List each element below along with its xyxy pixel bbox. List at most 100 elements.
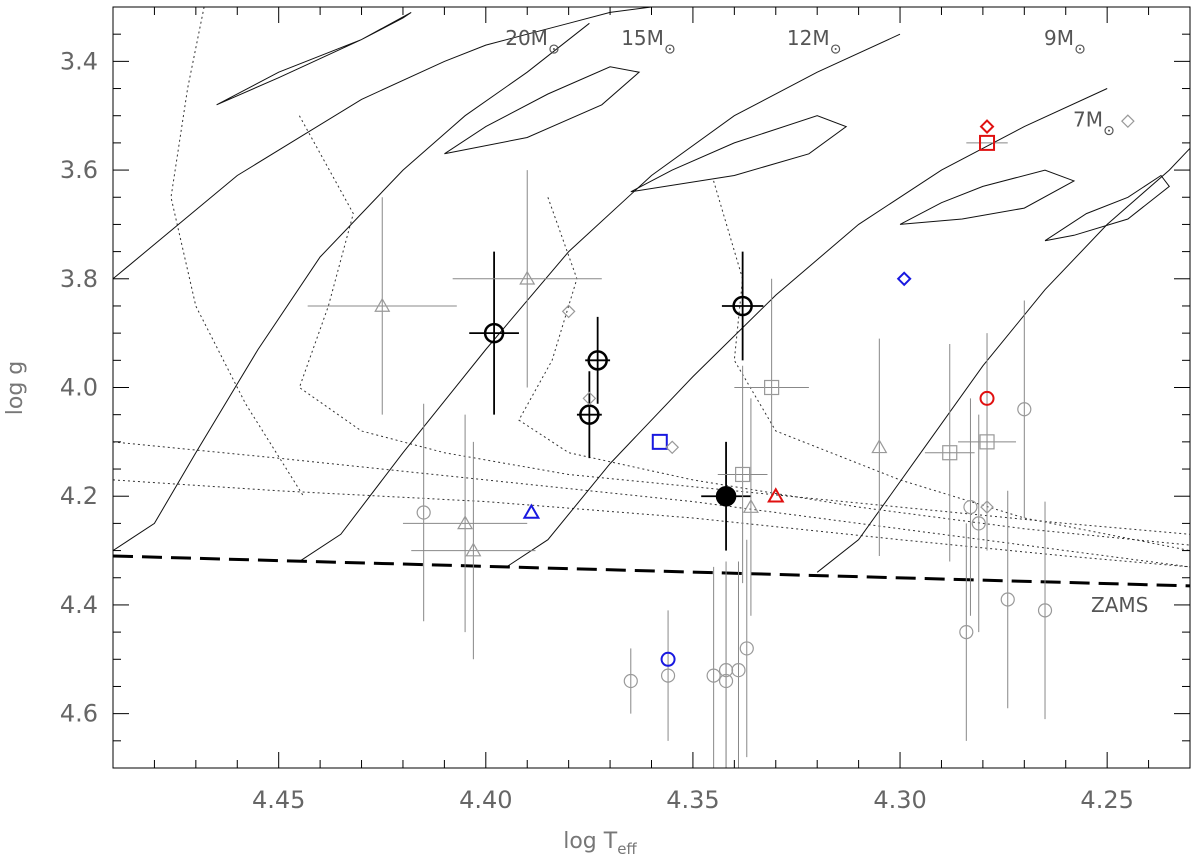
circle-marker xyxy=(660,651,676,667)
mass-label-group: 9M xyxy=(1044,26,1085,54)
circle-marker xyxy=(718,673,734,689)
sun-symbol-dot xyxy=(834,48,837,51)
track-loop xyxy=(630,115,848,193)
diamond-marker xyxy=(979,119,995,134)
circle-marker xyxy=(739,641,754,656)
diamond-marker xyxy=(1121,114,1135,128)
x-axis-label: log Teff xyxy=(563,829,637,858)
isochrone-line xyxy=(518,197,1190,546)
y-tick-label: 4.4 xyxy=(60,591,98,619)
circle-marker xyxy=(731,663,746,678)
square-marker xyxy=(735,466,751,483)
diamond-marker xyxy=(980,500,994,514)
track-line xyxy=(816,147,1190,573)
triangle-marker xyxy=(465,542,482,557)
tick-labels: 4.45 4.40 4.35 4.30 4.25 3.4 3.6 3.8 4.0 4.2 4.4 4.… xyxy=(60,47,1134,814)
triangle-marker xyxy=(457,515,474,530)
zams-group xyxy=(113,554,1190,588)
circle-marker xyxy=(483,322,505,344)
isochrone-line xyxy=(113,479,1190,568)
sun-symbol-icon xyxy=(831,44,841,54)
sun-symbol-icon xyxy=(1104,125,1114,136)
diamond-marker xyxy=(561,304,576,319)
circle-marker xyxy=(706,668,721,683)
y-tick-label: 4.6 xyxy=(60,700,98,728)
mass-label-group: 20M xyxy=(505,26,559,54)
circle-marker xyxy=(1000,592,1015,607)
plot-frame xyxy=(112,6,1191,769)
mass-label-group: 15M xyxy=(621,26,675,54)
x-axis-label-main: log T xyxy=(563,829,618,854)
triangle-marker xyxy=(519,270,536,285)
track-loop xyxy=(1044,174,1170,242)
triangle-marker xyxy=(742,498,759,513)
sun-symbol-dot xyxy=(1079,48,1082,51)
circle-marker xyxy=(1037,603,1053,618)
triangle-marker xyxy=(374,297,391,312)
square-marker xyxy=(764,379,780,396)
square-marker xyxy=(942,445,958,461)
track-loop xyxy=(216,11,412,106)
y-tick-label: 4.2 xyxy=(60,482,98,510)
zams-line xyxy=(113,554,1190,588)
circle-marker xyxy=(959,625,974,640)
diamond-marker xyxy=(896,271,912,287)
x-tick-label: 4.40 xyxy=(459,786,512,814)
circle-marker xyxy=(971,516,986,531)
sun-symbol-dot xyxy=(668,48,671,51)
mass-label: 12M xyxy=(787,26,830,50)
square-marker xyxy=(979,134,996,151)
error-bars xyxy=(307,142,1046,768)
track-line xyxy=(113,22,590,552)
square-marker xyxy=(651,433,668,450)
evolutionary-tracks xyxy=(113,7,1190,573)
circle-marker xyxy=(715,485,737,507)
circle-marker xyxy=(623,673,638,689)
sun-symbol-icon xyxy=(549,44,559,54)
mass-label: 9M xyxy=(1044,26,1074,50)
zams-label: ZAMS xyxy=(1091,593,1148,617)
isochrone-line xyxy=(713,180,1190,552)
track-line xyxy=(506,88,1108,568)
mass-label: 20M xyxy=(505,26,548,50)
y-axis-label: log g xyxy=(3,361,28,416)
y-tick-label: 3.6 xyxy=(60,156,98,184)
y-tick-label: 3.8 xyxy=(60,265,98,293)
y-tick-label: 4.0 xyxy=(60,374,98,402)
circle-marker xyxy=(587,350,608,371)
circle-marker xyxy=(963,499,978,515)
x-tick-label: 4.35 xyxy=(666,786,719,814)
circle-marker xyxy=(979,390,995,406)
data-points xyxy=(374,114,1135,689)
circle-marker xyxy=(1017,402,1032,417)
triangle-marker xyxy=(522,503,541,519)
sun-symbol-dot xyxy=(552,48,555,51)
circle-marker xyxy=(732,295,753,317)
x-axis-label-sub: eff xyxy=(617,840,637,858)
isochrone-line xyxy=(113,441,1190,568)
triangle-marker xyxy=(767,487,785,503)
axis-ticks xyxy=(113,7,1191,769)
x-tick-label: 4.25 xyxy=(1080,786,1133,814)
isochrone-line xyxy=(170,7,304,497)
track-line xyxy=(299,33,901,562)
sun-symbol-icon xyxy=(1075,44,1085,54)
x-tick-label: 4.30 xyxy=(873,786,926,814)
isochrone-lines xyxy=(113,7,1190,568)
circle-marker xyxy=(579,404,600,425)
x-tick-label: 4.45 xyxy=(252,786,305,814)
sun-symbol-icon xyxy=(665,44,675,54)
mass-label: 15M xyxy=(621,26,664,50)
mass-label-group: 12M xyxy=(787,26,841,54)
mass-label: 7M xyxy=(1073,108,1103,132)
sun-symbol-dot xyxy=(1108,129,1111,132)
circle-marker xyxy=(416,505,431,520)
mass-label-group: 7M xyxy=(1073,108,1114,136)
diamond-marker xyxy=(665,440,680,455)
isochrone-line xyxy=(298,115,1190,535)
triangle-marker xyxy=(871,439,888,454)
circle-marker xyxy=(660,668,676,683)
track-loop xyxy=(444,66,641,155)
y-tick-label: 3.4 xyxy=(60,47,98,75)
